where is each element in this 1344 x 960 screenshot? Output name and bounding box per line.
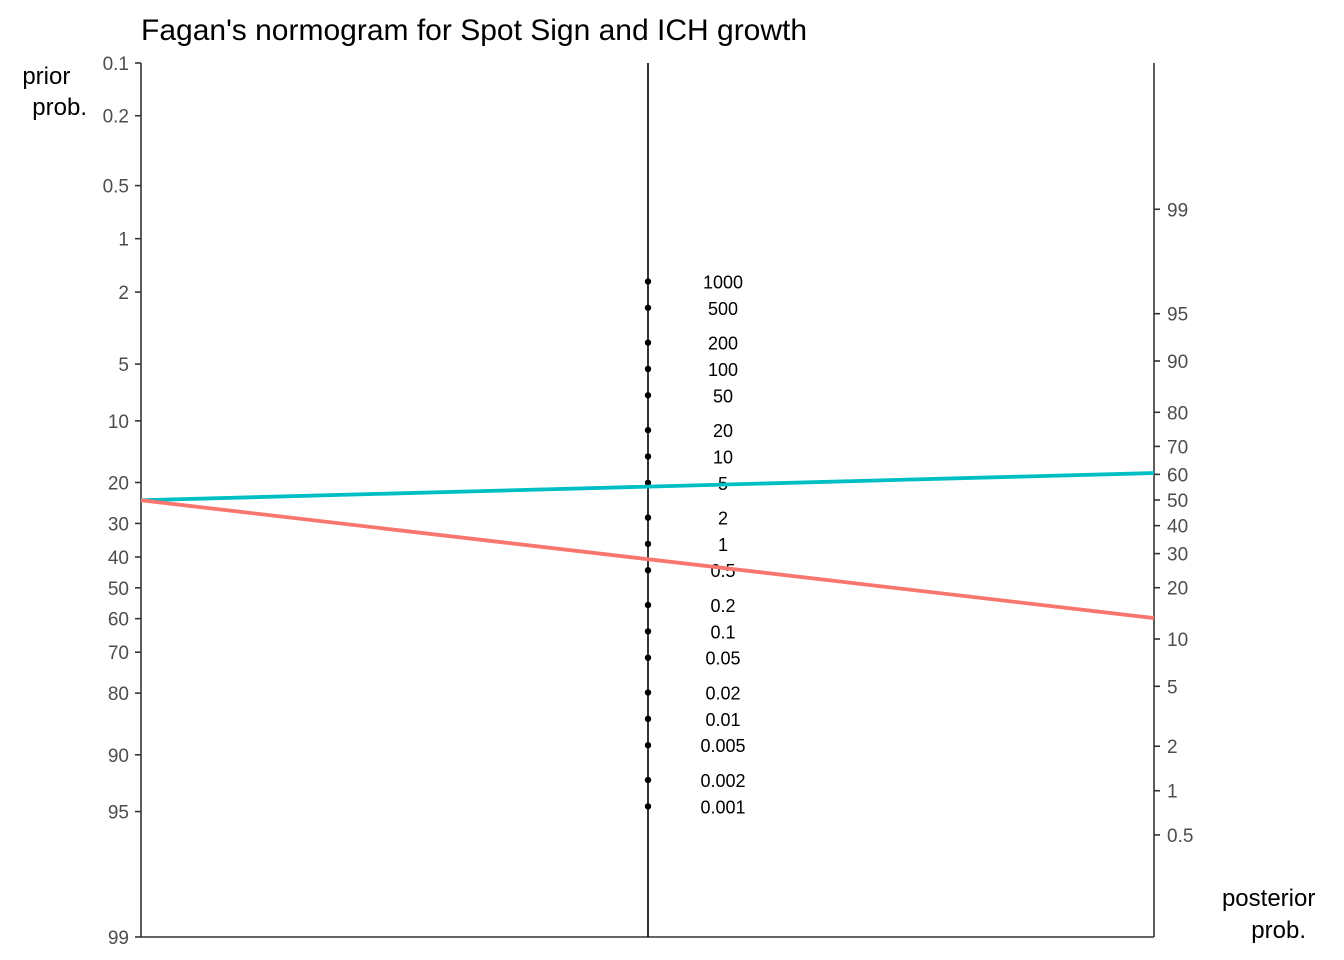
right-axis-title: posterior prob. bbox=[1222, 885, 1322, 944]
left-tick-label: 40 bbox=[108, 548, 129, 569]
left-tick-label: 70 bbox=[108, 643, 129, 664]
left-tick-label: 60 bbox=[108, 610, 129, 631]
likelihood-ratio-point bbox=[644, 426, 652, 434]
likelihood-ratio-label: 200 bbox=[708, 334, 738, 354]
likelihood-ratio-label: 100 bbox=[708, 360, 738, 380]
chart-title: Fagan's normogram for Spot Sign and ICH … bbox=[141, 14, 807, 47]
right-tick-label: 10 bbox=[1167, 630, 1188, 651]
right-tick-label: 80 bbox=[1167, 403, 1188, 424]
likelihood-ratio-label: 20 bbox=[713, 421, 733, 441]
right-tick-label: 99 bbox=[1167, 200, 1188, 221]
likelihood-ratio-point bbox=[644, 453, 652, 460]
left-tick-label: 1 bbox=[118, 230, 129, 251]
left-tick-label: 0.5 bbox=[103, 177, 129, 198]
series-line bbox=[140, 498, 1155, 620]
likelihood-ratio-point bbox=[644, 803, 652, 810]
likelihood-ratio-point bbox=[644, 654, 652, 661]
left-tick-label: 30 bbox=[108, 514, 129, 535]
series-line bbox=[140, 471, 1155, 503]
right-tick-label: 2 bbox=[1167, 737, 1178, 758]
likelihood-ratio-point bbox=[644, 628, 652, 635]
right-tick-label: 70 bbox=[1167, 437, 1188, 458]
series-lines bbox=[140, 471, 1155, 620]
left-tick-label: 90 bbox=[108, 746, 129, 767]
right-tick-label: 95 bbox=[1167, 305, 1188, 326]
likelihood-ratio-label: 0.001 bbox=[700, 797, 745, 817]
likelihood-ratio-label: 500 bbox=[708, 299, 738, 319]
likelihood-ratio-point bbox=[644, 278, 652, 285]
right-tick-label: 30 bbox=[1167, 545, 1188, 566]
left-axis-title: prior prob. bbox=[22, 63, 87, 121]
likelihood-ratio-point bbox=[644, 365, 652, 373]
likelihood-ratio-point bbox=[644, 392, 652, 399]
likelihood-ratio-point bbox=[644, 339, 652, 346]
likelihood-ratio-label: 50 bbox=[713, 386, 733, 406]
likelihood-ratio-axis: 10005002001005020105210.50.20.10.050.020… bbox=[644, 63, 746, 937]
likelihood-ratio-point bbox=[644, 304, 652, 311]
right-axis-title-line-2: prob. bbox=[1251, 917, 1306, 944]
likelihood-ratio-point bbox=[644, 514, 652, 521]
likelihood-ratio-point bbox=[644, 776, 652, 784]
left-tick-label: 99 bbox=[108, 928, 129, 949]
right-tick-label: 50 bbox=[1167, 491, 1188, 512]
left-axis-title-line-2: prob. bbox=[32, 94, 87, 121]
likelihood-ratio-point bbox=[644, 601, 652, 609]
likelihood-ratio-label: 0.05 bbox=[705, 649, 740, 669]
likelihood-ratio-label: 0.005 bbox=[700, 736, 745, 756]
likelihood-ratio-label: 0.002 bbox=[700, 771, 745, 791]
likelihood-ratio-point bbox=[644, 689, 652, 696]
likelihood-ratio-label: 2 bbox=[718, 509, 728, 529]
left-tick-label: 0.1 bbox=[103, 54, 129, 75]
right-tick-label: 20 bbox=[1167, 579, 1188, 600]
left-tick-label: 2 bbox=[118, 283, 129, 304]
likelihood-ratio-label: 0.02 bbox=[705, 684, 740, 704]
likelihood-ratio-point bbox=[644, 715, 652, 723]
left-tick-label: 0.2 bbox=[103, 107, 129, 128]
likelihood-ratio-point bbox=[644, 742, 652, 749]
right-axis: 0.5 1 2 5 10 20 30 40 50 60 70 80 90 95 99 bbox=[141, 63, 1193, 938]
right-tick-label: 40 bbox=[1167, 517, 1188, 538]
likelihood-ratio-label: 0.1 bbox=[710, 622, 735, 642]
left-tick-label: 5 bbox=[118, 355, 129, 376]
left-tick-label: 95 bbox=[108, 803, 129, 824]
left-tick-label: 20 bbox=[108, 473, 129, 494]
right-tick-label: 0.5 bbox=[1167, 826, 1193, 847]
likelihood-ratio-label: 0.5 bbox=[710, 561, 735, 581]
right-tick-label: 60 bbox=[1167, 465, 1188, 486]
left-axis-title-line-1: prior bbox=[22, 63, 70, 90]
left-axis: 0.1 0.2 0.5 1 2 5 10 20 30 40 50 60 70 80 90 95 99 bbox=[103, 54, 142, 949]
right-tick-label: 90 bbox=[1167, 352, 1188, 373]
right-tick-label: 1 bbox=[1167, 782, 1178, 803]
likelihood-ratio-label: 10 bbox=[713, 447, 733, 467]
likelihood-ratio-point bbox=[644, 479, 652, 486]
left-tick-label: 80 bbox=[108, 684, 129, 705]
likelihood-ratio-point bbox=[644, 540, 652, 548]
likelihood-ratio-label: 1 bbox=[718, 535, 728, 555]
likelihood-ratio-label: 1000 bbox=[703, 272, 743, 292]
right-tick-label: 5 bbox=[1167, 677, 1178, 698]
left-tick-label: 50 bbox=[108, 579, 129, 600]
likelihood-ratio-label: 0.01 bbox=[705, 710, 740, 730]
right-axis-title-line-1: posterior bbox=[1222, 885, 1315, 912]
likelihood-ratio-label: 0.2 bbox=[710, 596, 735, 616]
left-tick-label: 10 bbox=[108, 412, 129, 433]
likelihood-ratio-point bbox=[644, 567, 652, 574]
